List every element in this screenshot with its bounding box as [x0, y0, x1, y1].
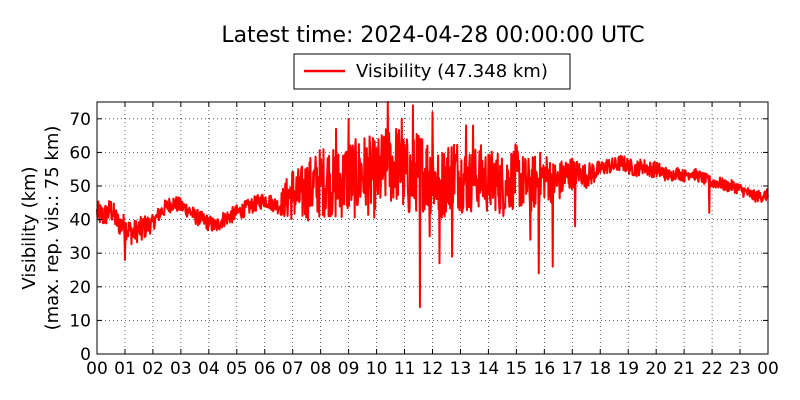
y-axis-label: Visibility (km)	[19, 166, 40, 289]
x-tick-label: 13	[450, 359, 472, 379]
y-tick-label: 0	[80, 345, 91, 365]
visibility-line	[96, 101, 769, 308]
x-tick-label: 02	[142, 359, 164, 379]
x-tick-label: 19	[617, 359, 639, 379]
x-tick-label: 01	[114, 359, 136, 379]
legend-label: Visibility (47.348 km)	[356, 61, 548, 82]
chart-title: Latest time: 2024-04-28 00:00:00 UTC	[221, 23, 644, 48]
series-visibility	[96, 101, 769, 308]
y-axis-subtitle: (max. rep. vis.: 75 km)	[42, 126, 63, 331]
x-tick-label: 12	[422, 359, 444, 379]
x-tick-label: 11	[394, 359, 416, 379]
x-tick-label: 00	[86, 359, 108, 379]
x-tick-label: 22	[701, 359, 723, 379]
x-tick-label: 00	[757, 359, 779, 379]
x-tick-label: 03	[170, 359, 192, 379]
x-tick-label: 18	[589, 359, 611, 379]
y-tick-label: 70	[69, 110, 91, 130]
y-tick-label: 40	[69, 211, 91, 231]
y-axis-ticks: 0 10 20 30 40 50 60 70	[69, 110, 768, 365]
y-tick-label: 50	[69, 177, 91, 197]
x-tick-label: 08	[310, 359, 332, 379]
x-tick-label: 23	[729, 359, 751, 379]
x-tick-label: 07	[282, 359, 304, 379]
y-axis-label-secondary: (max. rep. vis.: 75 km)	[42, 126, 63, 331]
x-tick-label: 14	[478, 359, 500, 379]
x-tick-label: 15	[506, 359, 528, 379]
x-tick-label: 20	[645, 359, 667, 379]
y-tick-label: 10	[69, 311, 91, 331]
y-tick-label: 20	[69, 278, 91, 298]
x-tick-label: 17	[561, 359, 583, 379]
legend: Visibility (47.348 km)	[293, 53, 571, 90]
x-axis-ticks: 00 01 02 03 04 05 06 07 08 09 10 11 12 13 14 15 16 17 18 19…	[86, 102, 779, 379]
x-tick-label: 10	[366, 359, 388, 379]
y-tick-label: 60	[69, 143, 91, 163]
y-axis-title: Visibility (km)	[19, 166, 40, 289]
x-tick-label: 04	[198, 359, 220, 379]
x-tick-label: 16	[534, 359, 556, 379]
x-tick-label: 21	[673, 359, 695, 379]
x-tick-label: 06	[254, 359, 276, 379]
x-tick-label: 09	[338, 359, 360, 379]
y-tick-label: 30	[69, 244, 91, 264]
x-tick-label: 05	[226, 359, 248, 379]
